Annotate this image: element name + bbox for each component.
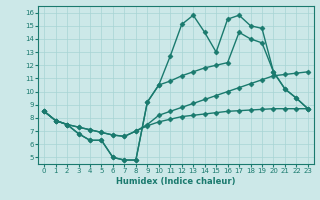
X-axis label: Humidex (Indice chaleur): Humidex (Indice chaleur) <box>116 177 236 186</box>
